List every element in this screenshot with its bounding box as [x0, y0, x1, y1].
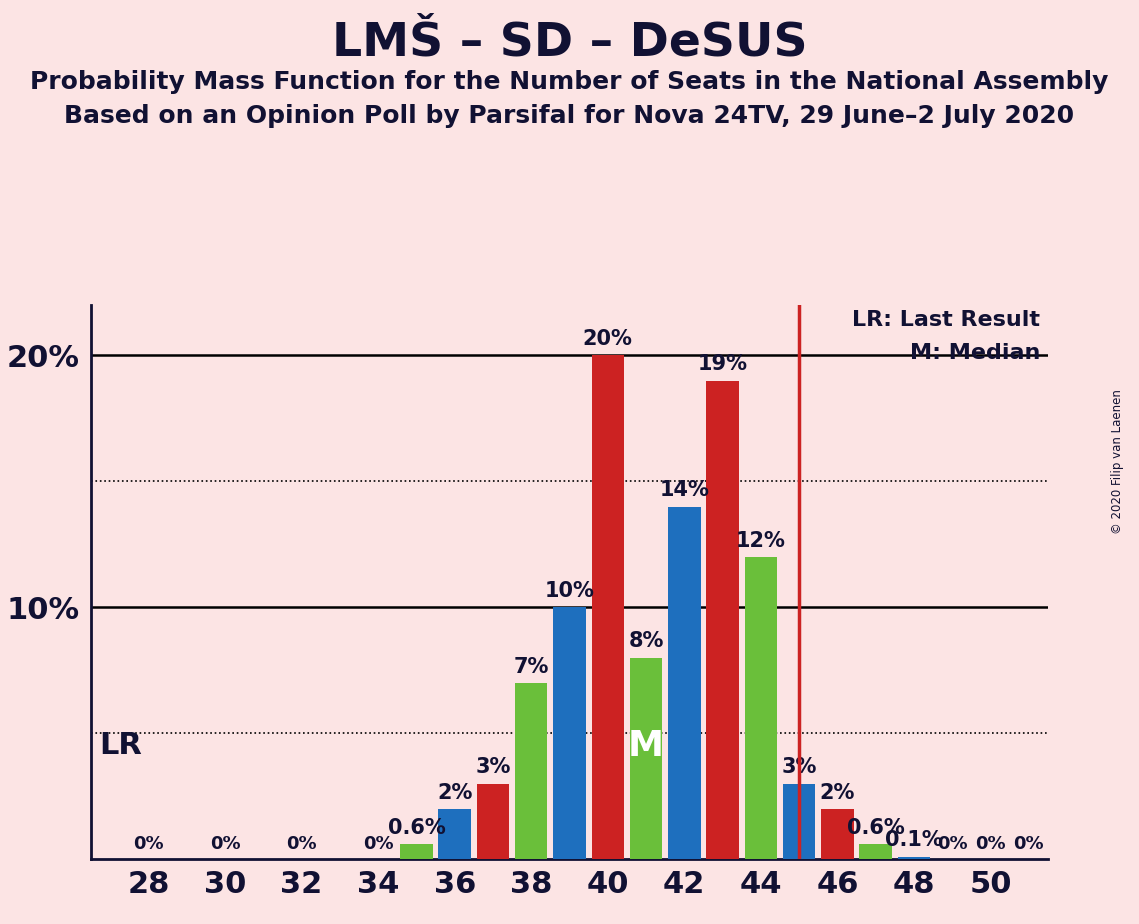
- Bar: [515, 683, 548, 859]
- Text: © 2020 Filip van Laenen: © 2020 Filip van Laenen: [1112, 390, 1124, 534]
- Bar: [898, 857, 931, 859]
- Bar: [669, 506, 700, 859]
- Bar: [860, 845, 892, 859]
- Text: LR: LR: [99, 732, 141, 760]
- Bar: [477, 784, 509, 859]
- Bar: [554, 607, 585, 859]
- Text: LR: Last Result: LR: Last Result: [852, 310, 1040, 330]
- Text: 19%: 19%: [697, 354, 747, 374]
- Text: 0%: 0%: [1014, 835, 1044, 853]
- Text: 0%: 0%: [133, 835, 164, 853]
- Text: 0.1%: 0.1%: [885, 831, 943, 850]
- Text: 2%: 2%: [437, 783, 473, 803]
- Text: Based on an Opinion Poll by Parsifal for Nova 24TV, 29 June–2 July 2020: Based on an Opinion Poll by Parsifal for…: [65, 104, 1074, 128]
- Bar: [591, 356, 624, 859]
- Text: Probability Mass Function for the Number of Seats in the National Assembly: Probability Mass Function for the Number…: [31, 70, 1108, 94]
- Bar: [630, 658, 662, 859]
- Text: 8%: 8%: [629, 631, 664, 651]
- Text: 0.6%: 0.6%: [387, 818, 445, 838]
- Bar: [706, 381, 739, 859]
- Bar: [439, 808, 470, 859]
- Text: LMŠ – SD – DeSUS: LMŠ – SD – DeSUS: [331, 20, 808, 66]
- Text: 0%: 0%: [286, 835, 317, 853]
- Bar: [821, 808, 853, 859]
- Bar: [782, 784, 816, 859]
- Text: M: M: [628, 729, 664, 763]
- Text: M: Median: M: Median: [910, 343, 1040, 363]
- Text: 0.6%: 0.6%: [846, 818, 904, 838]
- Text: 14%: 14%: [659, 480, 710, 500]
- Text: 0%: 0%: [363, 835, 393, 853]
- Text: 20%: 20%: [583, 329, 632, 349]
- Text: 10%: 10%: [544, 581, 595, 601]
- Bar: [745, 557, 777, 859]
- Text: 3%: 3%: [475, 758, 510, 777]
- Text: 3%: 3%: [781, 758, 817, 777]
- Text: 0%: 0%: [975, 835, 1006, 853]
- Text: 0%: 0%: [937, 835, 967, 853]
- Bar: [400, 845, 433, 859]
- Text: 12%: 12%: [736, 530, 786, 551]
- Text: 2%: 2%: [820, 783, 855, 803]
- Text: 0%: 0%: [210, 835, 240, 853]
- Text: 7%: 7%: [514, 657, 549, 676]
